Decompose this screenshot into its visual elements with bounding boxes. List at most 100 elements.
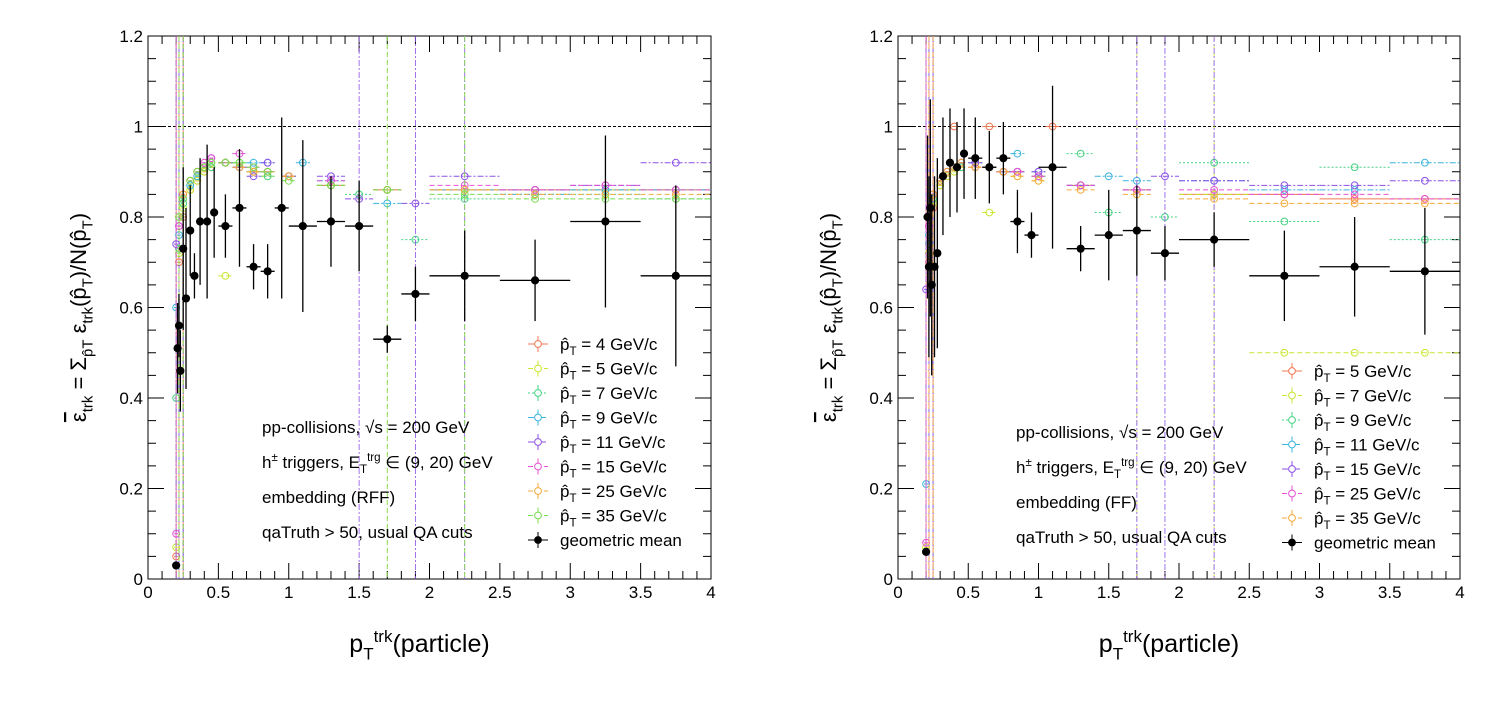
data-point bbox=[971, 154, 980, 163]
x-tick-label: 1 bbox=[284, 583, 293, 602]
data-point bbox=[326, 217, 336, 226]
data-point bbox=[460, 271, 469, 280]
x-tick-label: 0 bbox=[143, 583, 152, 602]
data-point bbox=[1048, 163, 1057, 172]
data-point bbox=[210, 208, 219, 217]
x-tick-label: 1 bbox=[1034, 583, 1043, 602]
legend-swatch-marker bbox=[534, 413, 542, 422]
data-point bbox=[933, 249, 942, 258]
data-point bbox=[1350, 181, 1359, 190]
data-point bbox=[531, 185, 539, 194]
x-tick-label: 3 bbox=[1315, 583, 1324, 602]
data-point bbox=[1161, 172, 1169, 181]
data-point bbox=[207, 158, 216, 167]
legend-swatch-marker bbox=[534, 364, 542, 373]
y-axis-title: εtrk = Σp̂T εtrk(p̂T)/N(p̂T) bbox=[816, 213, 847, 422]
x-tick-label: 0.5 bbox=[956, 583, 980, 602]
legend-swatch-marker bbox=[1288, 391, 1296, 400]
legend-label: p̂T = 5 GeV/c bbox=[560, 360, 658, 383]
x-tick-label: 0 bbox=[893, 583, 902, 602]
x-axis-title: pTtrk(particle) bbox=[349, 627, 489, 664]
data-point bbox=[1280, 190, 1289, 199]
data-point bbox=[1420, 348, 1429, 357]
data-point bbox=[190, 271, 199, 280]
data-point bbox=[531, 190, 539, 199]
chart-panel-2: 0 0.5 1 1.5 2 2.5 3 3.5 4 0 0.2 0.4 0.6 0.8 1 1.2 pTtrk(… bbox=[816, 27, 1465, 664]
data-point bbox=[383, 335, 392, 344]
data-point bbox=[277, 203, 286, 213]
legend-label: p̂T = 15 GeV/c bbox=[1314, 460, 1421, 483]
data-point bbox=[284, 176, 293, 185]
data-point bbox=[383, 185, 392, 194]
data-point bbox=[1280, 199, 1289, 208]
data-point bbox=[1280, 181, 1289, 190]
data-point bbox=[999, 154, 1008, 163]
x-axis-title: pTtrk(particle) bbox=[1099, 627, 1239, 664]
data-point bbox=[263, 267, 272, 276]
legend: p̂T = 4 GeV/cp̂T = 5 GeV/cp̂T = 7 GeV/cp… bbox=[528, 335, 682, 550]
legend: p̂T = 5 GeV/cp̂T = 7 GeV/cp̂T = 9 GeV/cp… bbox=[1282, 362, 1436, 553]
legend-swatch-marker bbox=[534, 487, 542, 495]
legend-label: p̂T = 11 GeV/c bbox=[560, 433, 666, 456]
data-point bbox=[1420, 195, 1429, 203]
data-point bbox=[1210, 185, 1219, 194]
legend-swatch-marker bbox=[534, 438, 542, 446]
data-point bbox=[1210, 195, 1219, 203]
data-point bbox=[1034, 176, 1043, 185]
data-point bbox=[186, 226, 195, 235]
data-point bbox=[298, 221, 307, 231]
data-point bbox=[1076, 181, 1085, 190]
annotation-3: embedding (FF) bbox=[1016, 493, 1137, 512]
legend-label: p̂T = 15 GeV/c bbox=[560, 458, 667, 481]
annotation-4: qaTruth > 50, usual QA cuts bbox=[262, 523, 473, 542]
annotation-4: qaTruth > 50, usual QA cuts bbox=[1016, 528, 1227, 547]
data-point bbox=[927, 280, 936, 289]
data-point bbox=[1027, 231, 1036, 240]
y-tick-label: 0.2 bbox=[119, 480, 143, 499]
annotation-3: embedding (RFF) bbox=[262, 488, 395, 507]
y-tick-label: 1.2 bbox=[869, 27, 893, 46]
legend-swatch-marker bbox=[534, 340, 542, 348]
data-point bbox=[985, 122, 994, 131]
data-point bbox=[1420, 176, 1429, 185]
data-point bbox=[249, 167, 258, 176]
y-tick-label: 1 bbox=[884, 118, 893, 137]
legend-swatch-marker bbox=[534, 511, 542, 520]
data-point bbox=[1350, 262, 1359, 271]
y-tick-label: 0.4 bbox=[119, 389, 143, 408]
data-point bbox=[1034, 167, 1043, 176]
data-point bbox=[172, 529, 181, 538]
legend-label: p̂T = 9 GeV/c bbox=[560, 409, 658, 432]
data-point bbox=[922, 538, 930, 547]
legend-swatch-marker bbox=[1288, 367, 1296, 375]
x-tick-label: 2.5 bbox=[1237, 583, 1261, 602]
data-point bbox=[1420, 199, 1429, 208]
data-point bbox=[176, 366, 185, 375]
data-point bbox=[671, 271, 680, 280]
data-point bbox=[1350, 185, 1359, 194]
data-point bbox=[203, 217, 212, 226]
data-point bbox=[1013, 172, 1022, 181]
data-point bbox=[1280, 348, 1289, 357]
annotation-1: pp-collisions, √s = 200 GeV bbox=[1016, 423, 1224, 442]
legend-swatch-marker bbox=[1288, 416, 1296, 424]
data-point bbox=[922, 547, 931, 556]
x-tick-label: 3.5 bbox=[629, 583, 653, 602]
data-point bbox=[181, 294, 191, 303]
legend-label: p̂T = 25 GeV/c bbox=[1314, 485, 1421, 508]
data-point bbox=[530, 276, 540, 285]
legend-swatch-marker bbox=[534, 462, 542, 471]
data-point bbox=[221, 271, 230, 280]
data-point bbox=[1350, 199, 1359, 208]
legend-swatch-marker bbox=[534, 536, 542, 544]
data-point bbox=[249, 163, 258, 172]
data-point bbox=[1104, 172, 1113, 181]
legend-swatch-marker bbox=[1288, 489, 1296, 498]
data-point bbox=[460, 190, 469, 199]
data-point bbox=[985, 163, 994, 172]
data-point bbox=[195, 217, 205, 226]
x-tick-label: 2 bbox=[1174, 583, 1183, 602]
data-point bbox=[263, 167, 272, 176]
legend-swatch-marker bbox=[1288, 538, 1296, 547]
